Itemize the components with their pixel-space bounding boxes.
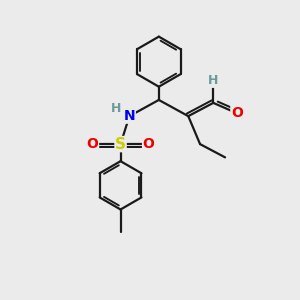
Text: O: O: [142, 137, 154, 151]
Text: O: O: [87, 137, 98, 151]
Text: H: H: [111, 102, 121, 115]
Text: S: S: [115, 136, 126, 152]
Text: H: H: [208, 74, 218, 87]
Text: O: O: [231, 106, 243, 120]
Text: N: N: [124, 109, 135, 123]
